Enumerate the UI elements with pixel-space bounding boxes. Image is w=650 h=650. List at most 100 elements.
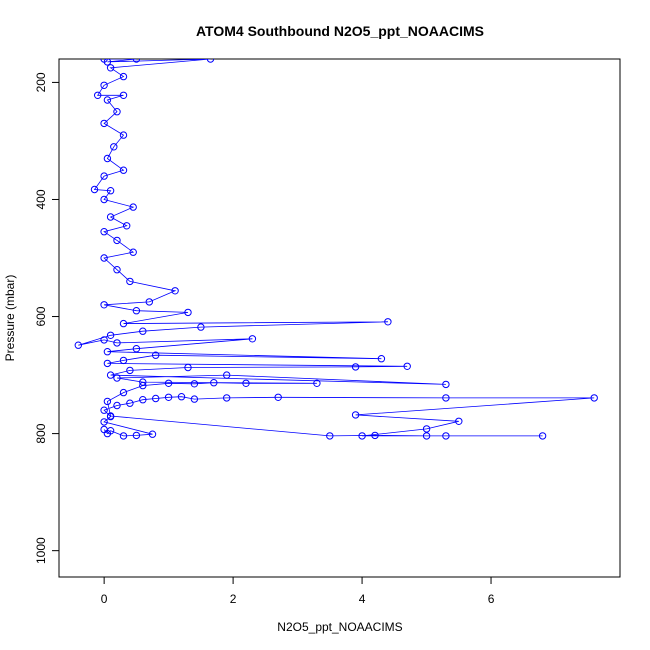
data-point <box>538 432 547 440</box>
data-point <box>106 412 115 420</box>
data-point <box>103 359 112 368</box>
data-point <box>139 378 147 386</box>
data-point <box>206 59 215 63</box>
x-tick-label: 6 <box>488 592 495 606</box>
data-point <box>442 394 450 402</box>
data-point <box>274 393 282 401</box>
data-point <box>103 397 112 406</box>
series-group <box>74 59 598 440</box>
data-point <box>139 396 147 404</box>
data-point <box>106 371 115 379</box>
data-point <box>100 172 108 180</box>
data-point <box>248 335 257 343</box>
data-point <box>94 91 102 100</box>
data-point <box>126 399 134 407</box>
data-point <box>132 307 141 315</box>
data-point <box>100 59 108 63</box>
data-point <box>351 411 360 419</box>
data-point <box>371 431 379 440</box>
y-tick-label: 800 <box>34 423 48 443</box>
data-point <box>164 393 173 401</box>
series-line <box>78 59 595 437</box>
data-point <box>119 72 128 81</box>
data-point <box>119 432 128 440</box>
data-point <box>152 351 160 359</box>
data-point <box>152 394 160 403</box>
data-point <box>403 362 411 370</box>
data-point <box>113 236 121 245</box>
x-axis-label: N2O5_ppt_NOAACIMS <box>277 620 402 634</box>
data-point <box>119 166 128 174</box>
data-point <box>313 379 321 387</box>
data-point <box>184 363 192 372</box>
data-point <box>113 108 121 116</box>
data-point <box>106 187 115 195</box>
data-point <box>358 432 366 440</box>
data-point <box>103 154 112 163</box>
data-point <box>123 222 131 230</box>
data-point <box>110 143 118 151</box>
data-point <box>113 266 121 274</box>
data-point <box>171 287 179 295</box>
data-point <box>384 318 392 326</box>
data-point <box>106 427 115 435</box>
data-point <box>197 323 205 331</box>
data-point <box>210 379 218 387</box>
data-point <box>119 91 128 100</box>
data-point <box>377 355 386 363</box>
data-point <box>132 59 141 63</box>
data-point <box>132 345 141 353</box>
data-point <box>190 395 199 403</box>
data-point <box>326 432 334 440</box>
y-tick-label: 600 <box>34 306 48 326</box>
data-layer <box>74 59 598 440</box>
data-point <box>100 418 108 426</box>
data-point <box>90 185 99 194</box>
data-point <box>100 301 108 309</box>
y-axis: 200 400 600 800 1000 <box>34 72 60 564</box>
data-point <box>590 394 598 402</box>
data-point <box>103 96 112 104</box>
data-point <box>119 356 128 365</box>
data-point <box>113 339 121 347</box>
chart-title: ATOM4 Southbound N2O5_ppt_NOAACIMS <box>196 23 484 39</box>
data-point <box>119 319 128 328</box>
y-tick-label: 1000 <box>34 537 48 564</box>
data-point <box>100 406 108 414</box>
data-point <box>422 432 431 440</box>
data-point <box>223 371 231 379</box>
data-point <box>351 363 360 371</box>
data-point <box>100 254 108 262</box>
data-point <box>223 394 231 402</box>
data-point <box>103 348 112 356</box>
data-point <box>100 81 108 90</box>
data-point <box>106 64 115 72</box>
data-point <box>422 425 431 433</box>
data-point <box>132 431 141 440</box>
x-tick-label: 2 <box>230 592 237 606</box>
data-point <box>442 432 450 440</box>
plot-frame <box>58 58 621 578</box>
x-tick-label: 0 <box>101 592 108 606</box>
data-point <box>139 327 147 335</box>
data-point <box>164 379 173 387</box>
data-point <box>100 228 108 236</box>
data-point <box>129 248 137 256</box>
data-point <box>455 417 463 425</box>
data-point <box>119 131 128 139</box>
data-point <box>113 401 121 410</box>
data-point <box>126 277 134 286</box>
data-point <box>129 203 137 211</box>
y-axis-label: Pressure (mbar) <box>3 275 17 362</box>
data-point <box>139 381 147 390</box>
data-point <box>177 393 186 401</box>
data-point <box>100 195 108 204</box>
data-point <box>113 374 121 382</box>
data-point <box>106 331 115 339</box>
data-point <box>145 298 154 306</box>
data-point <box>190 380 199 388</box>
data-point <box>126 366 134 375</box>
data-point <box>106 213 115 221</box>
data-point <box>148 430 157 438</box>
